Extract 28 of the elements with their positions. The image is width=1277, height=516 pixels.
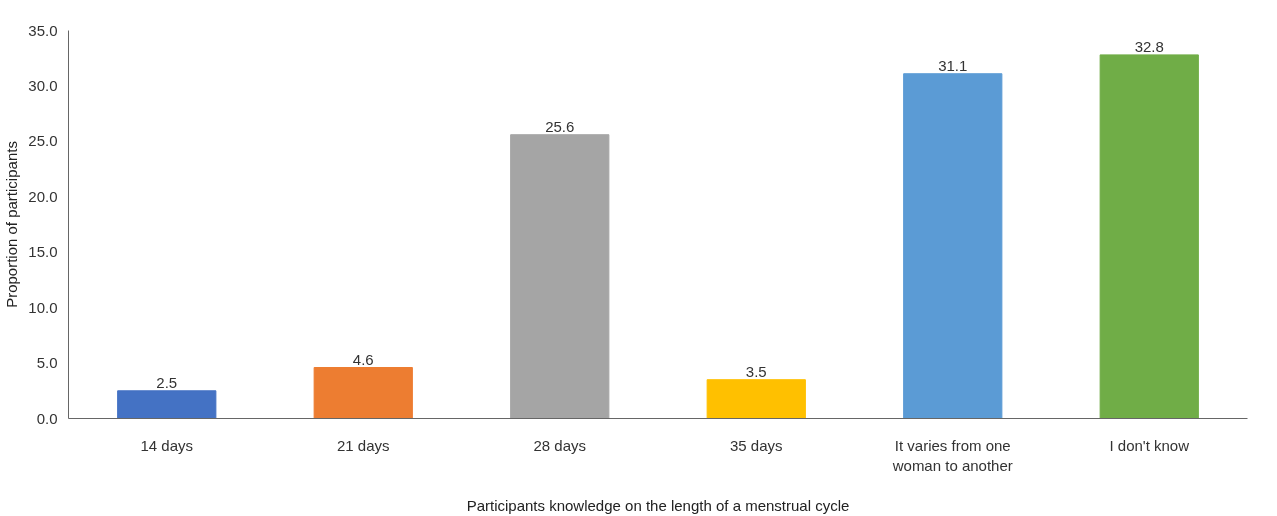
- x-axis-title: Participants knowledge on the length of a menstrual cycle: [466, 496, 850, 514]
- data-label: 4.6: [352, 350, 374, 368]
- x-tick-label: 21 days: [336, 436, 390, 454]
- y-tick-label: 30.0: [28, 76, 58, 94]
- data-label: 32.8: [1134, 37, 1164, 55]
- x-tick-label: 14 days: [140, 436, 194, 454]
- bar: [313, 367, 413, 419]
- data-label: 3.5: [745, 362, 767, 380]
- x-tick-label: I don't know: [1109, 436, 1190, 454]
- y-tick-label: 10.0: [28, 298, 58, 316]
- y-tick-label: 0.0: [36, 409, 58, 427]
- y-tick-label: 15.0: [28, 243, 58, 261]
- x-tick-label: It varies from one woman to another: [891, 436, 1013, 474]
- y-tick-label: 25.0: [28, 132, 58, 150]
- bar: [903, 73, 1003, 419]
- y-tick-label: 20.0: [28, 187, 58, 205]
- y-tick-label: 5.0: [36, 354, 58, 372]
- bar: [1099, 54, 1199, 419]
- x-tick-label: 28 days: [533, 436, 587, 454]
- data-label: 25.6: [545, 117, 575, 135]
- y-axis-title: Proportion of participants: [3, 141, 21, 308]
- bar: [706, 379, 806, 419]
- bar: [117, 390, 217, 419]
- data-label: 2.5: [156, 373, 178, 391]
- bar: [510, 134, 610, 419]
- data-label: 31.1: [938, 56, 968, 74]
- y-tick-label: 35.0: [28, 21, 58, 39]
- x-tick-label: 35 days: [729, 436, 783, 454]
